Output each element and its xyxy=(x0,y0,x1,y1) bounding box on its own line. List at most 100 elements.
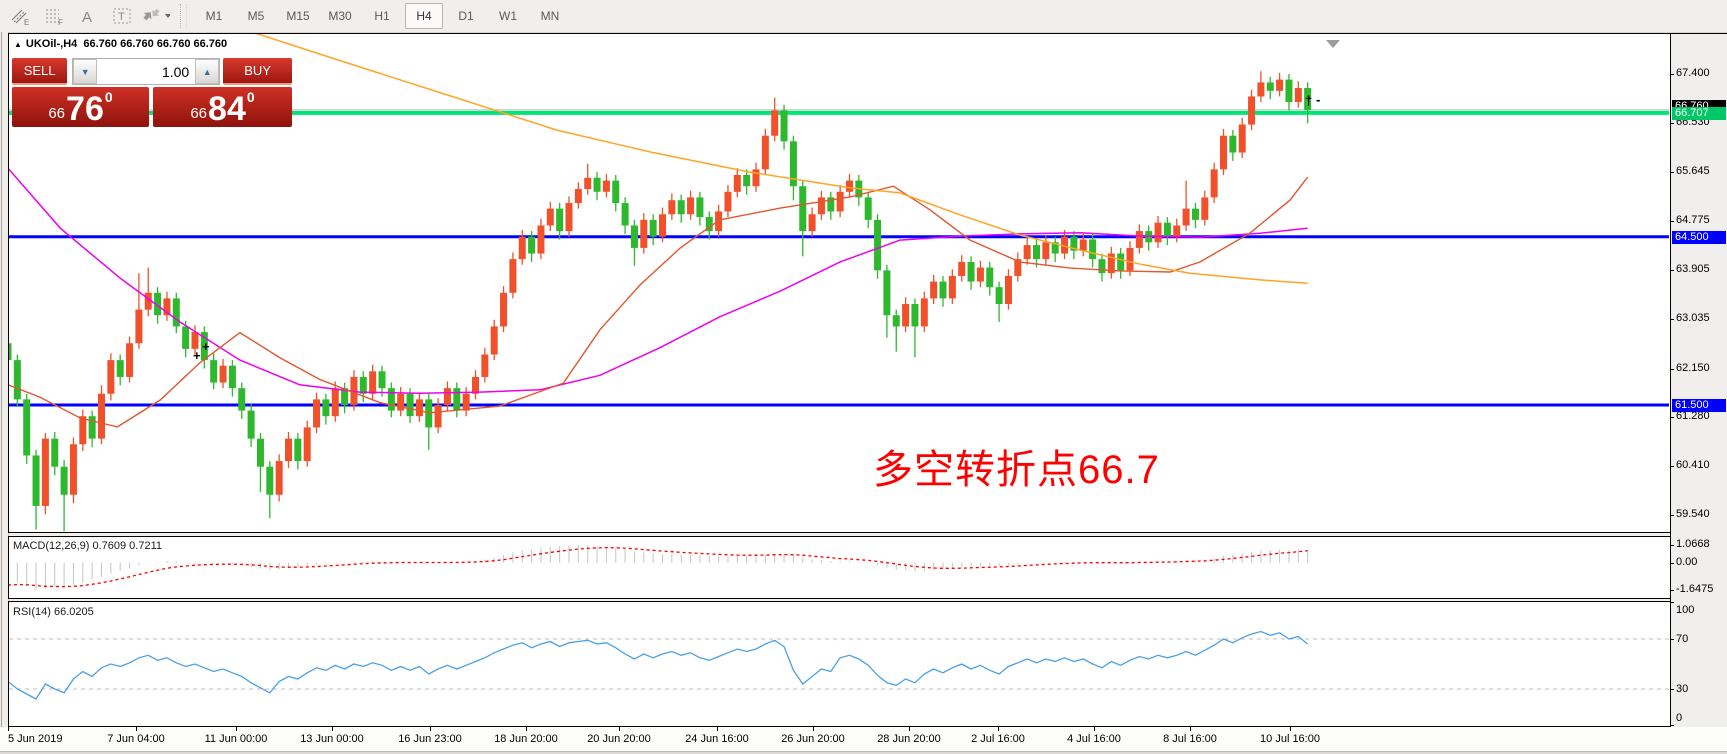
time-tickmark xyxy=(998,727,999,731)
price-tickmark xyxy=(1670,417,1674,418)
collapse-triangle-icon[interactable]: ▲ xyxy=(14,40,22,49)
price-tickmark xyxy=(1670,123,1674,124)
price-tickmark xyxy=(1670,221,1674,222)
macd-tickmark xyxy=(1670,563,1674,564)
timeframe-button-w1[interactable]: W1 xyxy=(499,9,517,23)
time-tick-label: 8 Jul 16:00 xyxy=(1163,733,1217,745)
timeframe-button-d1[interactable]: D1 xyxy=(458,9,474,23)
price-tick-label: 65.645 xyxy=(1676,165,1710,177)
macd-panel[interactable] xyxy=(8,536,1671,599)
rsi-tickmark xyxy=(1670,689,1674,690)
arrow-tools-icon[interactable] xyxy=(142,3,170,29)
sell-button[interactable]: SELL xyxy=(12,58,68,85)
sell-price-sup: 0 xyxy=(104,89,113,105)
price-tickmark xyxy=(1670,466,1674,467)
sell-price-main: 76 xyxy=(66,90,104,128)
time-tick-label: 26 Jun 20:00 xyxy=(781,733,845,745)
timeframe-button-h1[interactable]: H1 xyxy=(374,9,390,23)
macd-tickmark xyxy=(1670,590,1674,591)
chart-title: ▲ UKOil-,H4 66.760 66.760 66.760 66.760 xyxy=(14,38,227,50)
current-price-marker: † xyxy=(1305,93,1313,108)
price-axis-border xyxy=(1670,33,1671,727)
time-axis-strip[interactable] xyxy=(0,727,1727,751)
time-tickmark xyxy=(430,727,431,731)
macd-label: MACD(12,26,9) 0.7609 0.7211 xyxy=(13,540,162,552)
time-tick-label: 5 Jun 2019 xyxy=(8,733,63,745)
time-tick-label: 4 Jul 16:00 xyxy=(1067,733,1121,745)
price-tick-label: 63.035 xyxy=(1676,312,1710,324)
price-tick-label: 60.410 xyxy=(1676,459,1710,471)
timeframe-button-m30[interactable]: M30 xyxy=(328,9,352,23)
rsi-tickmark xyxy=(1670,639,1674,640)
macd-scale-label: -1.6475 xyxy=(1676,583,1714,595)
time-tickmark xyxy=(1094,727,1095,731)
time-tick-label: 16 Jun 23:00 xyxy=(398,733,462,745)
price-tickmark xyxy=(1670,515,1674,516)
chart-annotation-text: 多空转折点66.7 xyxy=(873,448,1160,492)
macd-scale-label: 0.00 xyxy=(1676,556,1698,568)
time-tick-label: 13 Jun 00:00 xyxy=(300,733,364,745)
price-tick-label: 59.540 xyxy=(1676,508,1710,520)
time-tickmark xyxy=(136,727,137,731)
chart-shift-triangle-icon[interactable] xyxy=(1326,40,1340,48)
volume-input[interactable] xyxy=(97,59,196,84)
time-tickmark xyxy=(717,727,718,731)
macd-tickmark xyxy=(1670,545,1674,546)
rsi-scale-label: 70 xyxy=(1676,633,1689,645)
chart-top-border xyxy=(8,33,1727,34)
hline-blue-lower-tag: 61.500 xyxy=(1672,399,1726,412)
text-label-icon[interactable]: T xyxy=(108,3,136,29)
time-tickmark xyxy=(1290,727,1291,731)
price-tick-label: 67.400 xyxy=(1676,67,1710,79)
time-tick-label: 24 Jun 16:00 xyxy=(685,733,749,745)
one-click-trade-panel: SELL ▼ ▲ BUY 66 76 0 66 84 0 xyxy=(12,58,292,127)
time-tickmark xyxy=(909,727,910,731)
rsi-scale-label: 30 xyxy=(1676,683,1689,695)
current-price-dash: - xyxy=(1316,92,1321,107)
time-tick-label: 7 Jun 04:00 xyxy=(107,733,165,745)
timeframe-button-h4[interactable]: H4 xyxy=(405,3,443,29)
rsi-label: RSI(14) 66.0205 xyxy=(13,606,94,618)
text-icon[interactable]: A xyxy=(74,3,102,29)
toolbar: E F A T M1 M5 M15 M30 H1 H4 D1 W1 MN xyxy=(0,0,1727,33)
time-tick-label: 11 Jun 00:00 xyxy=(204,733,268,745)
sell-price-prefix: 66 xyxy=(48,105,66,122)
rsi-panel[interactable] xyxy=(8,601,1671,727)
dagger-marker-2: + xyxy=(202,339,210,354)
buy-price-prefix: 66 xyxy=(190,105,208,122)
price-tickmark xyxy=(1670,319,1674,320)
buy-button[interactable]: BUY xyxy=(223,58,292,85)
time-tickmark xyxy=(526,727,527,731)
chart-symbol-period: UKOil-,H4 xyxy=(25,38,78,50)
hline-blue-upper-tag: 64.500 xyxy=(1672,231,1726,244)
svg-text:F: F xyxy=(58,18,63,26)
window-bottom-edge xyxy=(0,751,1727,754)
timeframe-button-m5[interactable]: M5 xyxy=(247,9,265,23)
timeframe-button-mn[interactable]: MN xyxy=(540,9,560,23)
volume-decrease-button[interactable]: ▼ xyxy=(73,59,98,84)
svg-text:A: A xyxy=(82,9,92,26)
sell-price-button[interactable]: 66 76 0 xyxy=(12,87,149,127)
time-tickmark xyxy=(619,727,620,731)
time-tick-label: 10 Jul 16:00 xyxy=(1260,733,1320,745)
time-tickmark xyxy=(332,727,333,731)
macd-scale-label: 1.0668 xyxy=(1676,538,1710,550)
timeframe-button-m15[interactable]: M15 xyxy=(286,9,310,23)
timeframe-button-m1[interactable]: M1 xyxy=(205,9,223,23)
svg-text:T: T xyxy=(118,11,125,23)
time-tick-label: 28 Jun 20:00 xyxy=(877,733,941,745)
dagger-marker-1: + xyxy=(193,348,201,363)
volume-increase-button[interactable]: ▲ xyxy=(195,59,220,84)
time-tickmark xyxy=(8,727,9,731)
time-tickmark xyxy=(1190,727,1191,731)
buy-price-button[interactable]: 66 84 0 xyxy=(153,87,292,127)
fibonacci-lines-icon[interactable]: F xyxy=(40,3,68,29)
time-tick-label: 20 Jun 20:00 xyxy=(587,733,651,745)
svg-text:E: E xyxy=(24,18,29,26)
chart-quotes: 66.760 66.760 66.760 66.760 xyxy=(83,38,228,50)
price-tickmark xyxy=(1670,172,1674,173)
equidistant-channel-icon[interactable]: E xyxy=(6,3,34,29)
price-tick-label: 62.150 xyxy=(1676,362,1710,374)
